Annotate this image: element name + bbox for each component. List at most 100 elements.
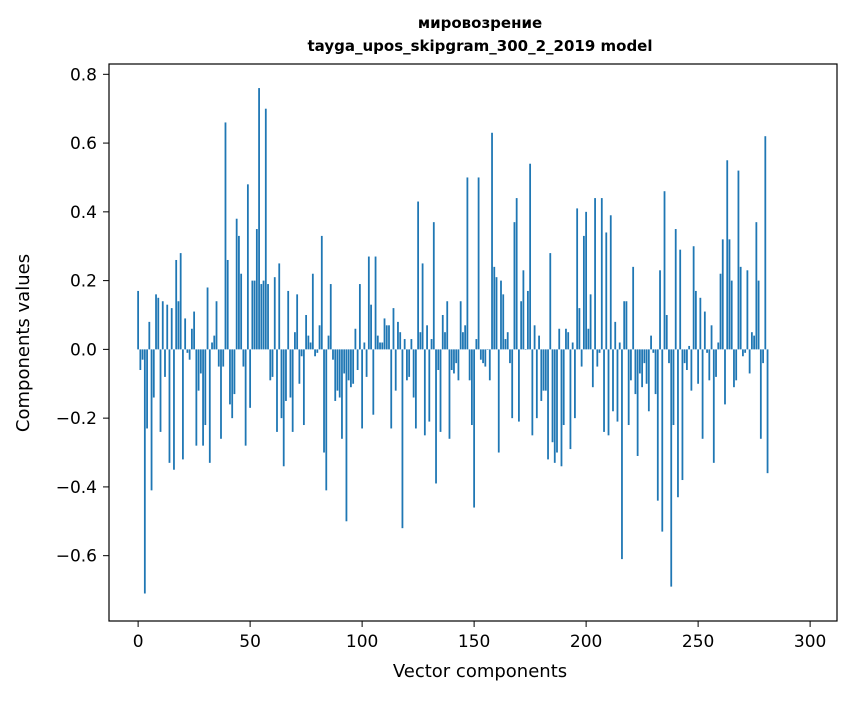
bar-70 xyxy=(294,332,296,350)
bar-39 xyxy=(224,122,227,350)
bar-248 xyxy=(692,246,695,350)
bar-119 xyxy=(403,339,406,350)
bar-206 xyxy=(598,349,601,353)
x-axis: 0 50 100 150 200 250 300 xyxy=(133,621,826,652)
bar-212 xyxy=(612,349,614,412)
bar-21 xyxy=(184,318,187,350)
bar-49 xyxy=(246,184,249,350)
bar-169 xyxy=(515,198,518,350)
bar-160 xyxy=(495,277,498,350)
bar-36 xyxy=(217,349,220,367)
bar-113 xyxy=(390,349,393,429)
y-tick-label-5: 0.4 xyxy=(70,203,97,223)
bar-210 xyxy=(607,349,610,436)
bar-174 xyxy=(526,290,529,350)
bar-171 xyxy=(520,301,523,350)
bar-177 xyxy=(533,325,536,350)
bar-65 xyxy=(282,349,285,467)
bar-61 xyxy=(273,277,276,350)
bar-62 xyxy=(276,349,278,432)
bar-18 xyxy=(177,301,180,350)
bar-153 xyxy=(479,349,482,360)
bar-263 xyxy=(726,160,729,350)
bar-57 xyxy=(264,108,267,350)
bar-201 xyxy=(587,328,590,350)
bar-15 xyxy=(170,308,173,350)
bar-148 xyxy=(468,349,471,381)
bar-256 xyxy=(710,325,713,350)
bar-225 xyxy=(641,349,644,388)
y-axis-label: Components values xyxy=(13,254,34,432)
bar-238 xyxy=(670,349,673,587)
bar-167 xyxy=(511,349,514,419)
bar-6 xyxy=(150,349,153,491)
bar-244 xyxy=(683,349,686,364)
bar-56 xyxy=(262,280,265,350)
bar-37 xyxy=(220,349,222,439)
bar-81 xyxy=(318,325,321,350)
bar-69 xyxy=(291,349,294,432)
bar-221 xyxy=(632,266,635,350)
bar-92 xyxy=(343,349,346,374)
bar-33 xyxy=(211,342,213,350)
bar-180 xyxy=(540,349,543,401)
bar-83 xyxy=(323,349,325,453)
bar-80 xyxy=(316,349,319,353)
bar-58 xyxy=(267,284,269,350)
bar-251 xyxy=(699,297,702,350)
bar-42 xyxy=(231,349,234,419)
bar-110 xyxy=(383,318,386,350)
bar-255 xyxy=(708,349,711,381)
bar-144 xyxy=(459,301,462,350)
bar-182 xyxy=(544,349,547,391)
bar-14 xyxy=(168,349,171,463)
bar-259 xyxy=(717,342,720,350)
bar-196 xyxy=(576,208,579,350)
y-tick-label-4: 0.2 xyxy=(70,272,97,292)
bar-161 xyxy=(497,349,500,453)
bar-207 xyxy=(600,198,603,350)
bar-272 xyxy=(746,270,749,350)
bar-52 xyxy=(253,280,256,350)
bar-55 xyxy=(260,284,263,350)
bar-41 xyxy=(229,349,231,405)
bar-71 xyxy=(296,294,299,350)
bar-234 xyxy=(661,349,664,532)
bar-126 xyxy=(419,332,422,350)
bar-96 xyxy=(352,349,355,384)
bar-44 xyxy=(235,218,238,350)
bar-149 xyxy=(470,349,473,426)
bar-73 xyxy=(300,349,303,357)
bar-32 xyxy=(208,349,211,463)
bar-138 xyxy=(446,301,449,350)
bar-175 xyxy=(529,163,532,350)
bar-228 xyxy=(647,349,650,412)
bar-275 xyxy=(753,335,756,350)
bar-86 xyxy=(329,284,332,350)
bar-215 xyxy=(618,342,621,350)
bar-239 xyxy=(672,349,675,426)
bar-67 xyxy=(287,290,290,350)
bar-265 xyxy=(730,280,733,350)
bar-204 xyxy=(594,198,596,350)
bar-164 xyxy=(504,339,507,350)
bar-120 xyxy=(406,349,408,381)
x-tick-label-5: 250 xyxy=(682,632,714,652)
bar-247 xyxy=(690,349,693,391)
bar-53 xyxy=(255,229,258,350)
bar-84 xyxy=(325,349,328,491)
bar-147 xyxy=(466,177,469,350)
bar-241 xyxy=(677,349,679,498)
bar-200 xyxy=(585,211,588,350)
bar-1 xyxy=(139,349,142,371)
bar-191 xyxy=(565,328,567,350)
bar-243 xyxy=(681,349,684,481)
bar-123 xyxy=(412,349,415,398)
bar-165 xyxy=(506,332,509,350)
bar-90 xyxy=(338,349,341,398)
bar-276 xyxy=(755,222,758,350)
bar-133 xyxy=(435,349,437,484)
bar-209 xyxy=(605,232,608,350)
bar-134 xyxy=(437,349,440,371)
bar-155 xyxy=(484,349,487,367)
